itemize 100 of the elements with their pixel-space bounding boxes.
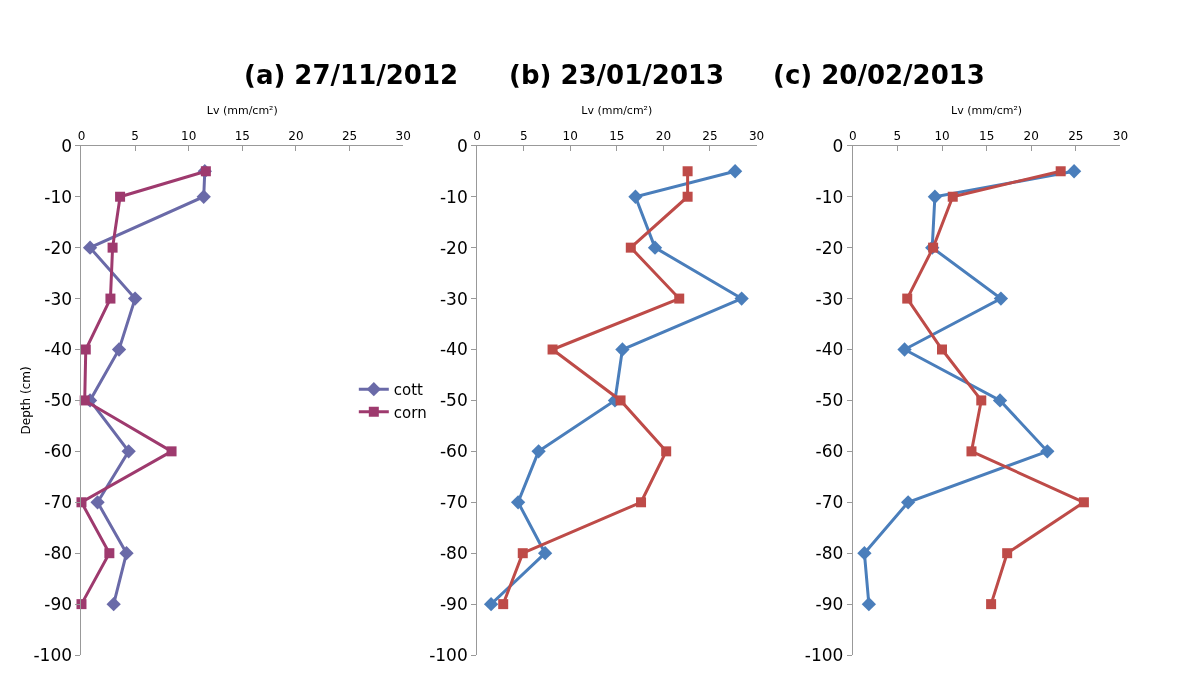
x-tick-label: 30	[1112, 129, 1129, 143]
y-tick-label: -80	[44, 543, 73, 564]
y-tick-label: -70	[439, 492, 468, 513]
x-tick-label: 5	[893, 129, 902, 143]
y-tick-label: -80	[439, 543, 468, 564]
point	[647, 240, 663, 255]
point	[636, 497, 647, 508]
point	[927, 189, 943, 204]
point	[90, 495, 105, 510]
point	[976, 395, 987, 406]
point	[1002, 548, 1013, 559]
y-tick-label: -40	[44, 339, 73, 360]
x-tick-label: 5	[519, 129, 528, 143]
y-tick-label: -100	[33, 645, 73, 665]
point	[661, 446, 672, 457]
x-tick-label: 5	[131, 129, 139, 143]
point	[106, 596, 121, 612]
y-tick-label: -50	[44, 390, 73, 411]
y-tick-label: -100	[804, 645, 844, 665]
point	[902, 293, 913, 304]
y-tick-label: -40	[439, 339, 468, 360]
point	[625, 242, 636, 253]
y-tick-label: -30	[815, 288, 844, 309]
x-tick-label: 10	[562, 129, 578, 143]
point	[498, 599, 509, 610]
legend-label: cott	[393, 381, 424, 400]
point	[196, 189, 211, 204]
y-tick-label: -10	[44, 186, 73, 207]
point	[517, 548, 528, 559]
point	[947, 191, 958, 202]
x-tick-label: 10	[181, 129, 197, 143]
y-tick-label: -20	[815, 237, 844, 258]
y-tick-label: -30	[44, 288, 73, 309]
x-tick-label: 0	[848, 129, 857, 143]
x-tick-label: 30	[748, 129, 765, 143]
x-axis-title: Lv (mm/cm²)	[206, 103, 278, 117]
point	[937, 344, 948, 355]
y-tick-label: -70	[44, 492, 73, 513]
point	[1040, 444, 1055, 459]
point	[483, 596, 499, 612]
point	[727, 164, 743, 179]
x-tick-label: 15	[609, 129, 625, 143]
x-tick-label: 10	[934, 129, 950, 143]
point	[986, 599, 997, 610]
y-tick-label: -10	[439, 186, 468, 207]
point	[897, 342, 912, 357]
point	[734, 291, 749, 306]
point	[104, 548, 115, 559]
legend-label: corn	[393, 403, 427, 422]
point	[857, 546, 872, 561]
point	[82, 240, 98, 255]
y-tick-label: -70	[815, 492, 844, 513]
point	[1078, 497, 1089, 508]
y-tick-label: -20	[439, 237, 468, 258]
x-tick-label: 20	[655, 129, 672, 143]
x-tick-label: 30	[395, 129, 411, 143]
x-axis-title: Lv (mm/cm²)	[951, 103, 1023, 117]
point	[993, 291, 1009, 306]
x-tick-label: 0	[473, 129, 481, 143]
point	[107, 242, 118, 253]
y-tick-label: -10	[815, 186, 844, 207]
y-tick-label: -50	[815, 390, 844, 411]
y-tick-label: -40	[815, 339, 844, 360]
y-tick-label: -100	[429, 645, 468, 665]
point	[119, 546, 134, 561]
y-axis-title: Depth (cm)	[18, 366, 33, 435]
y-tick-label: -90	[815, 594, 844, 615]
point	[682, 191, 693, 202]
point	[115, 191, 126, 202]
y-tick-label: -90	[439, 594, 468, 615]
point	[80, 344, 91, 355]
point	[992, 393, 1008, 408]
y-tick-label: -60	[44, 441, 73, 462]
y-tick-label: -60	[439, 441, 468, 462]
y-tick-label: -50	[439, 390, 468, 411]
y-tick-label: -30	[439, 288, 468, 309]
y-tick-label: -80	[815, 543, 844, 564]
point	[900, 495, 916, 510]
point	[111, 342, 127, 357]
chart-title: (a) 27/11/2012	[244, 60, 459, 90]
y-tick-label: -60	[815, 441, 844, 462]
point	[615, 342, 630, 357]
y-tick-label: -90	[44, 594, 73, 615]
point	[510, 495, 526, 510]
point	[682, 166, 693, 177]
point	[1055, 166, 1066, 177]
point	[166, 446, 177, 457]
x-tick-label: 20	[288, 129, 304, 143]
x-tick-label: 15	[979, 129, 995, 143]
point	[537, 546, 553, 561]
point	[105, 293, 116, 304]
chart-title: (b) 23/01/2013	[509, 60, 725, 90]
point	[121, 444, 136, 459]
x-tick-label: 20	[1023, 129, 1039, 143]
x-tick-label: 0	[77, 129, 86, 143]
point	[547, 344, 558, 355]
x-tick-label: 25	[1068, 129, 1084, 143]
point	[628, 189, 643, 204]
point	[674, 293, 685, 304]
point	[861, 596, 877, 612]
